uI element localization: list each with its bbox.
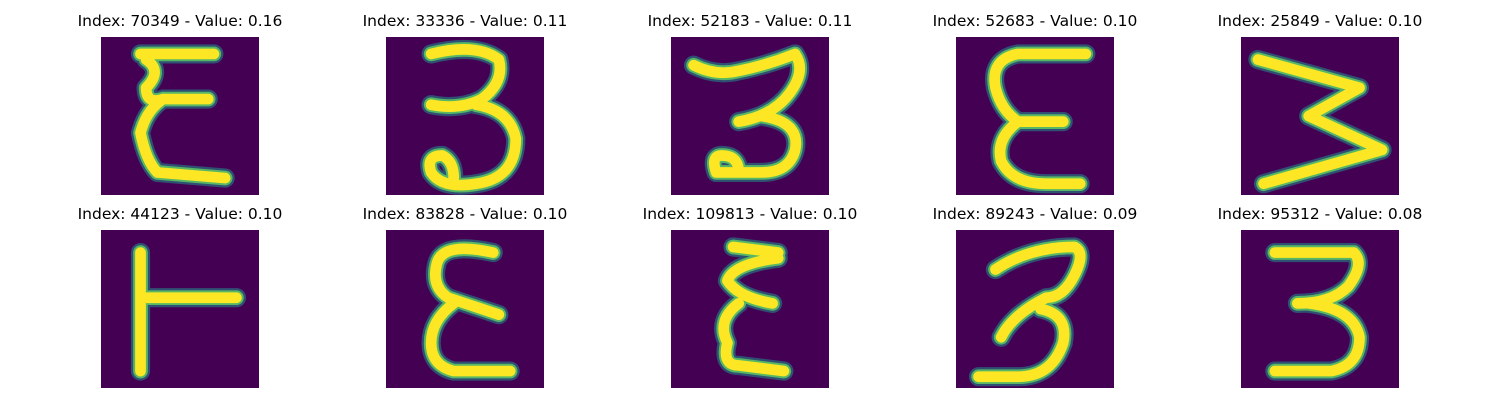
panel-3: Index: 52183 - Value: 0.11 (600, 12, 900, 202)
panel-title: Index: 70349 - Value: 0.16 (77, 12, 283, 30)
digit-stroke (1269, 247, 1365, 377)
panel-title: Index: 109813 - Value: 0.10 (642, 205, 858, 223)
digit-image (1241, 230, 1399, 388)
digit-image (956, 37, 1114, 195)
digit-stroke (989, 48, 1092, 190)
panel-title: Index: 52183 - Value: 0.11 (647, 12, 853, 30)
digit-stroke (718, 241, 790, 377)
panel-title: Index: 25849 - Value: 0.10 (1217, 12, 1423, 30)
digit-stroke (688, 48, 805, 178)
digit-image (1241, 37, 1399, 195)
digit-image (101, 230, 259, 388)
panel-title: Index: 83828 - Value: 0.10 (362, 205, 568, 223)
panel-title: Index: 44123 - Value: 0.10 (77, 205, 283, 223)
digit-image (101, 37, 259, 195)
digit-stroke (135, 247, 242, 377)
digit-image (956, 230, 1114, 388)
digit-stroke (1252, 54, 1388, 190)
digit-stroke (424, 44, 522, 191)
digit-image (386, 230, 544, 388)
panel-1: Index: 70349 - Value: 0.16 (30, 12, 330, 202)
panel-5: Index: 25849 - Value: 0.10 (1170, 12, 1470, 202)
digit-image (386, 37, 544, 195)
panel-4: Index: 52683 - Value: 0.10 (885, 12, 1185, 202)
panel-8: Index: 109813 - Value: 0.10 (600, 205, 900, 395)
panel-title: Index: 89243 - Value: 0.09 (932, 205, 1138, 223)
panel-6: Index: 44123 - Value: 0.10 (30, 205, 330, 395)
digit-stroke (425, 243, 516, 377)
digit-stroke (973, 241, 1086, 383)
panel-10: Index: 95312 - Value: 0.08 (1170, 205, 1470, 395)
digit-image (671, 230, 829, 388)
panel-title: Index: 33336 - Value: 0.11 (362, 12, 568, 30)
panel-title: Index: 95312 - Value: 0.08 (1217, 205, 1423, 223)
digit-stroke (135, 48, 231, 184)
panel-2: Index: 33336 - Value: 0.11 (315, 12, 615, 202)
panel-9: Index: 89243 - Value: 0.09 (885, 205, 1185, 395)
panel-7: Index: 83828 - Value: 0.10 (315, 205, 615, 395)
digit-image (671, 37, 829, 195)
panel-title: Index: 52683 - Value: 0.10 (932, 12, 1138, 30)
